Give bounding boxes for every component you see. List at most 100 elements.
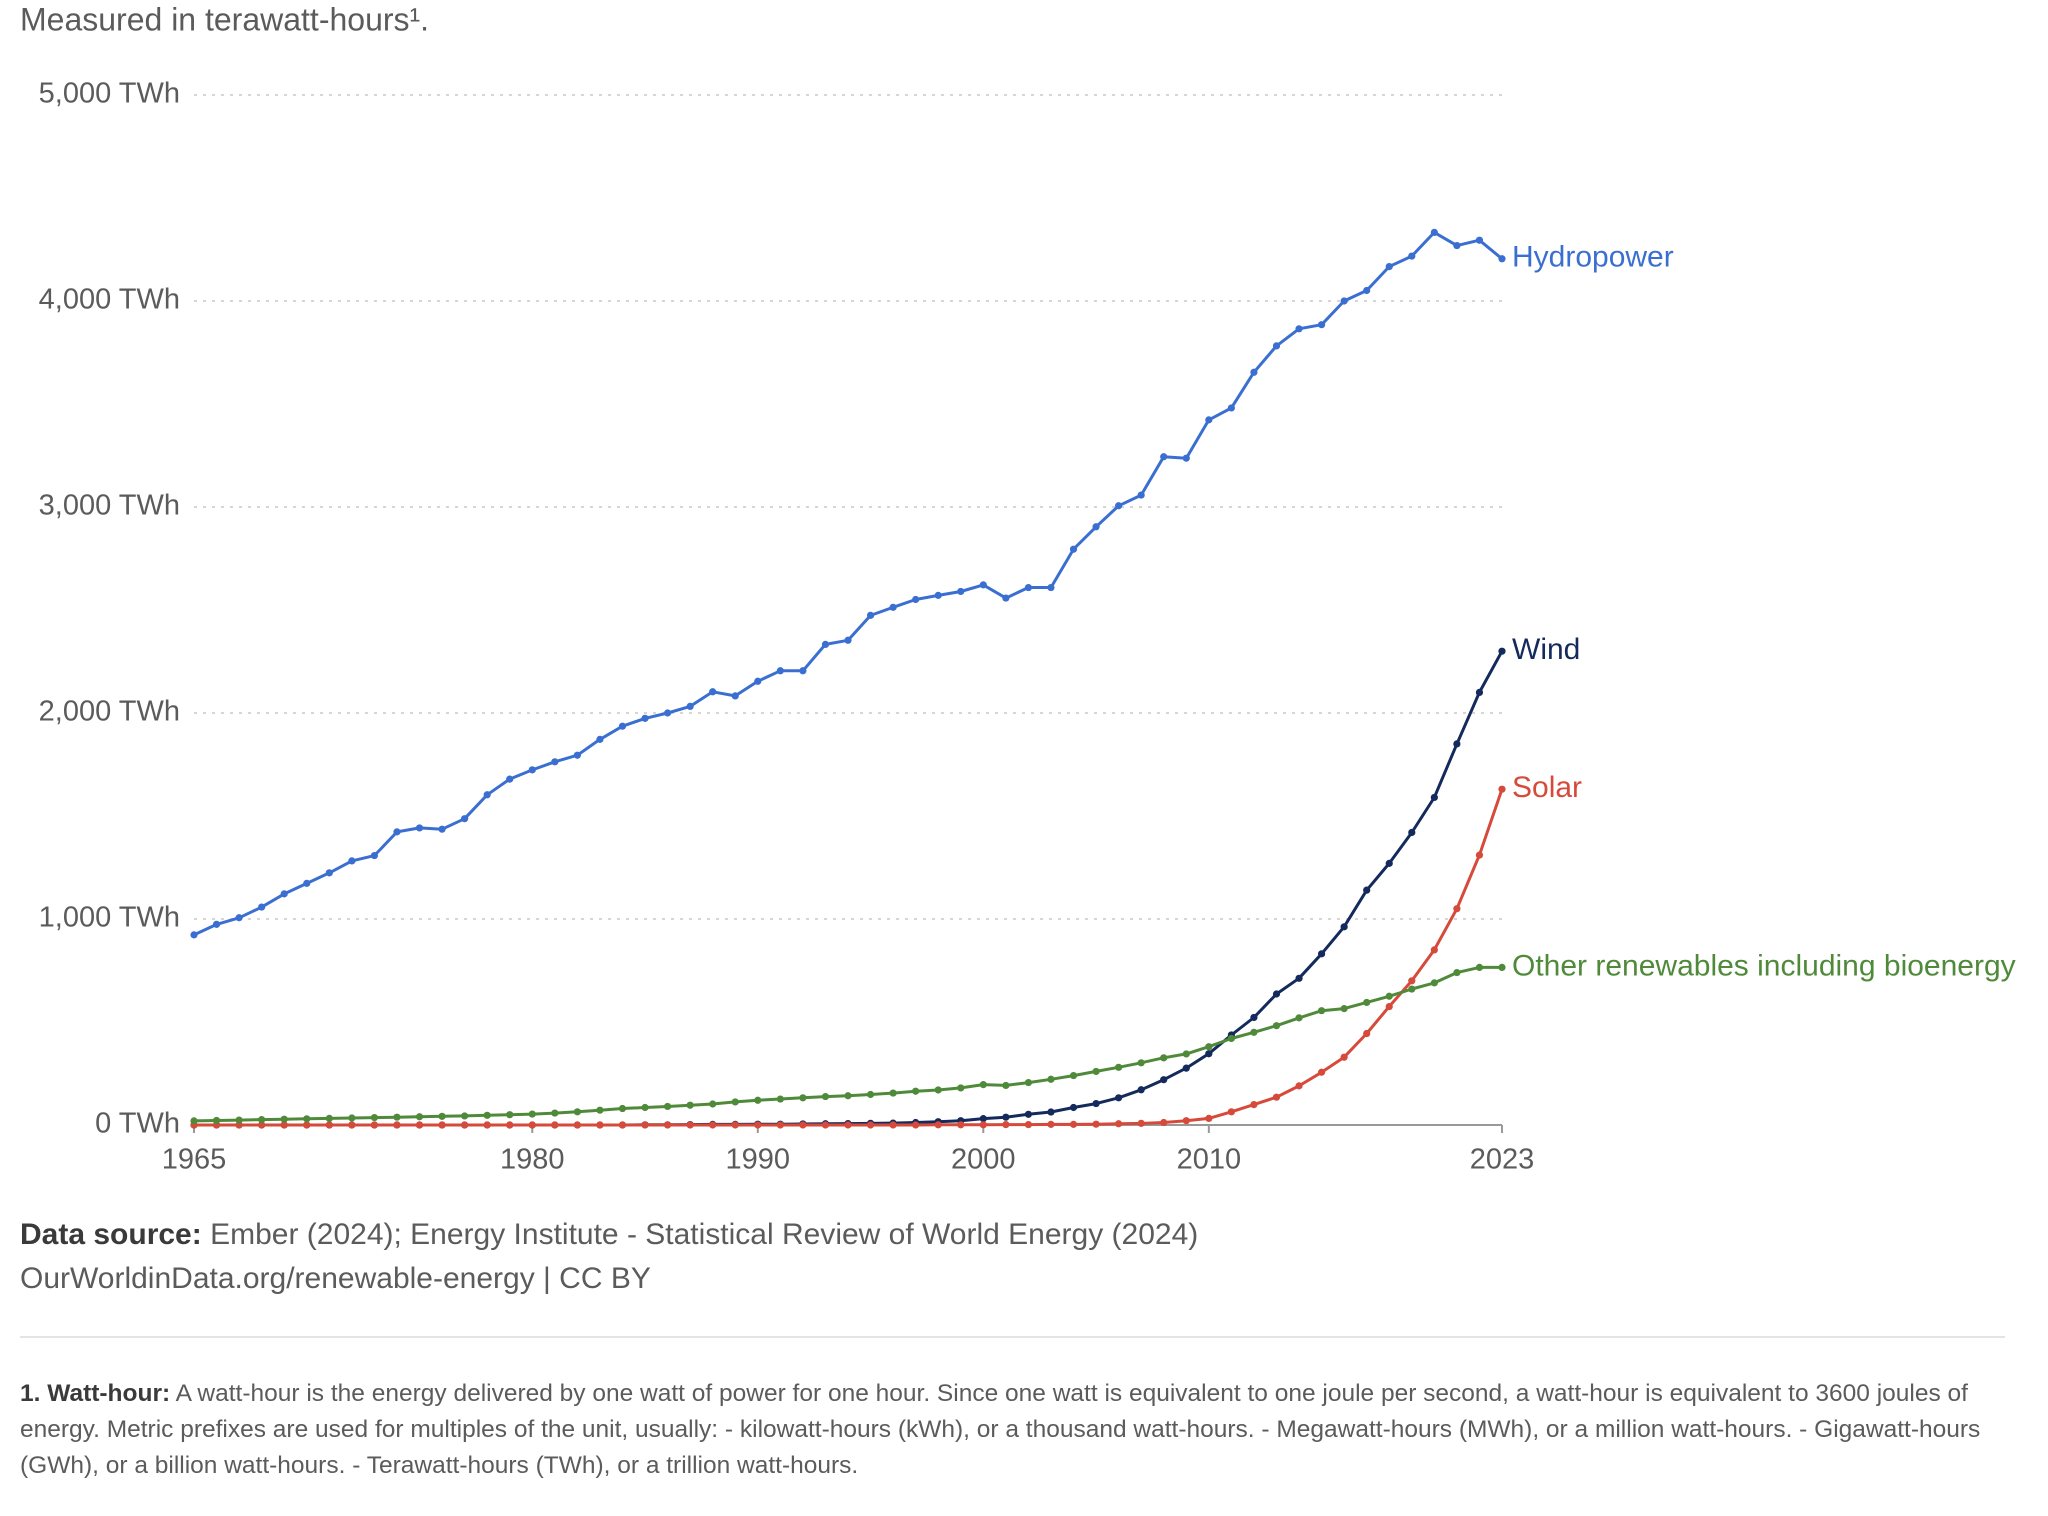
data-point xyxy=(912,1087,920,1095)
data-point xyxy=(1340,923,1348,931)
data-point xyxy=(1205,1043,1213,1051)
data-point xyxy=(1317,1007,1326,1015)
data-point xyxy=(1408,977,1416,985)
data-point xyxy=(618,1104,627,1113)
data-point xyxy=(1408,252,1416,260)
data-point xyxy=(528,1121,536,1129)
data-point xyxy=(799,1121,807,1129)
data-point xyxy=(1498,785,1506,793)
chart: Measured in terawatt-hours¹. 0 TWh 1,000 … xyxy=(20,1,2016,1176)
data-point xyxy=(979,1115,987,1123)
data-point xyxy=(528,766,536,774)
data-point xyxy=(1475,851,1484,859)
data-point xyxy=(618,1121,627,1129)
data-point xyxy=(754,1121,762,1129)
data-point xyxy=(258,903,266,911)
data-point xyxy=(709,1100,717,1108)
data-point xyxy=(1137,1086,1145,1094)
data-point xyxy=(596,1106,604,1114)
data-point xyxy=(641,714,649,722)
data-point xyxy=(1024,1078,1033,1087)
series-label: Other renewables including bioenergy xyxy=(1512,949,2016,982)
data-point xyxy=(528,1110,536,1118)
data-point xyxy=(1227,1034,1235,1043)
data-point xyxy=(1002,1120,1010,1129)
data-point xyxy=(1363,286,1371,295)
data-point xyxy=(821,1121,830,1129)
data-point xyxy=(1408,828,1416,837)
series-label: Wind xyxy=(1512,633,1580,666)
data-point xyxy=(325,1114,333,1123)
data-point xyxy=(866,611,875,619)
data-point xyxy=(1024,583,1033,592)
data-point xyxy=(1272,1022,1281,1030)
data-point xyxy=(1340,297,1348,305)
series-label: Solar xyxy=(1512,771,1582,804)
data-point xyxy=(325,869,333,877)
data-point xyxy=(709,1121,717,1129)
data-point xyxy=(348,1121,356,1129)
data-point xyxy=(1475,688,1484,697)
data-point xyxy=(1092,1120,1100,1128)
data-point xyxy=(776,1095,784,1103)
x-tick-label: 2023 xyxy=(1470,1144,1535,1176)
data-point xyxy=(1498,647,1506,655)
data-point xyxy=(1002,1081,1010,1090)
data-point xyxy=(912,1121,920,1129)
data-point xyxy=(709,688,717,696)
data-point xyxy=(1160,1118,1168,1127)
data-point xyxy=(551,1109,559,1117)
data-point xyxy=(1115,1120,1123,1128)
data-point xyxy=(731,1098,739,1106)
data-point xyxy=(438,1112,446,1120)
data-point xyxy=(1092,523,1100,531)
data-point xyxy=(1024,1120,1033,1129)
y-tick-label: 2,000 TWh xyxy=(39,696,180,728)
data-point xyxy=(348,857,356,865)
data-point xyxy=(393,1113,401,1121)
data-point xyxy=(754,677,762,685)
data-point xyxy=(641,1121,649,1129)
footnote-label: 1. Watt-hour: xyxy=(20,1380,171,1407)
data-point xyxy=(212,920,221,928)
data-point xyxy=(1250,1028,1258,1036)
chart-subtitle: Measured in terawatt-hours¹. xyxy=(20,1,429,37)
data-point xyxy=(1408,985,1416,993)
data-point xyxy=(844,1121,852,1129)
data-point xyxy=(1250,1013,1258,1022)
data-point xyxy=(1272,342,1281,350)
y-tick-label: 0 TWh xyxy=(95,1108,180,1140)
source-url: OurWorldinData.org/renewable-energy | CC… xyxy=(20,1262,651,1295)
series-line xyxy=(194,650,1504,1127)
data-point xyxy=(461,1112,469,1120)
data-point xyxy=(1227,1108,1235,1116)
data-point xyxy=(957,1121,965,1129)
data-point xyxy=(1002,1113,1010,1121)
y-tick-label: 3,000 TWh xyxy=(39,490,180,522)
data-point xyxy=(1295,1014,1303,1022)
data-point xyxy=(596,1121,604,1129)
data-point xyxy=(1250,1101,1258,1109)
data-point xyxy=(573,751,581,759)
data-point xyxy=(1498,963,1506,972)
data-point xyxy=(663,1121,672,1129)
data-point xyxy=(1385,859,1393,867)
data-point xyxy=(393,1121,401,1129)
data-point xyxy=(370,851,379,860)
data-point xyxy=(821,1092,830,1101)
data-point xyxy=(1295,1082,1303,1090)
data-point xyxy=(663,709,672,717)
data-point xyxy=(1002,594,1010,602)
data-point xyxy=(844,1092,852,1100)
data-point xyxy=(1453,241,1461,250)
data-point xyxy=(461,1121,469,1129)
series-label: Hydropower xyxy=(1512,241,1674,274)
data-point xyxy=(957,587,965,596)
data-point xyxy=(438,825,446,833)
data-point xyxy=(934,1121,942,1129)
data-point xyxy=(957,1084,965,1092)
data-point xyxy=(483,1121,491,1129)
data-point xyxy=(1363,1029,1371,1038)
data-point xyxy=(573,1121,581,1129)
data-point xyxy=(1227,404,1235,412)
